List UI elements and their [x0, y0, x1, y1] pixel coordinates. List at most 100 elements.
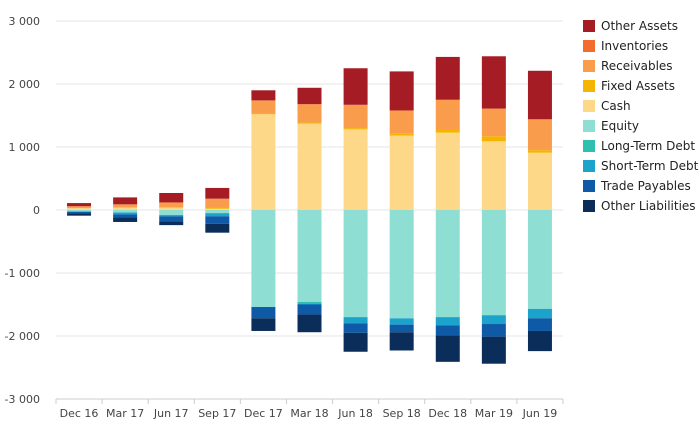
bar-segment-receivables — [205, 198, 230, 208]
legend-swatch — [583, 120, 595, 132]
x-tick-label: Jun 19 — [522, 407, 558, 420]
bar-segment-short-term-debt — [435, 317, 460, 326]
bar-segment-cash — [343, 129, 368, 210]
bar-segment-other-liabilities — [159, 221, 184, 226]
bar-segment-receivables — [481, 108, 506, 137]
bar-segment-trade-payables — [435, 325, 460, 336]
legend-item: Receivables — [583, 56, 698, 76]
legend-item: Cash — [583, 96, 698, 116]
bar-segment-short-term-debt — [527, 308, 552, 319]
bar-segment-trade-payables — [389, 324, 414, 333]
bar-segment-equity — [113, 210, 138, 213]
bar-segment-cash — [159, 207, 184, 210]
bar-segment-trade-payables — [67, 211, 92, 214]
legend-swatch — [583, 40, 595, 52]
bar-segment-long-term-debt — [297, 301, 322, 304]
x-tick-label: Mar 19 — [475, 407, 513, 420]
bar-segment-fixed-assets — [527, 150, 552, 153]
legend-item: Trade Payables — [583, 176, 698, 196]
bar-segment-equity — [159, 210, 184, 216]
bar-segment-cash — [205, 208, 230, 210]
bar-segment-short-term-debt — [113, 212, 138, 215]
bar-segment-equity — [343, 210, 368, 318]
bar-segment-cash — [435, 132, 460, 210]
x-tick-label: Mar 18 — [290, 407, 328, 420]
legend-label: Inventories — [601, 39, 669, 53]
y-tick-label: 2 000 — [9, 78, 41, 91]
x-tick-label: Dec 17 — [244, 407, 283, 420]
bar-segment-trade-payables — [297, 304, 322, 315]
bar-segment-other-assets — [251, 90, 276, 101]
bar-segment-fixed-assets — [481, 136, 506, 142]
bar-segment-short-term-debt — [159, 215, 184, 217]
bar-segment-other-liabilities — [113, 217, 138, 222]
bar-segment-cash — [481, 141, 506, 210]
bar-segment-equity — [251, 210, 276, 308]
legend-label: Trade Payables — [601, 179, 691, 193]
legend-swatch — [583, 180, 595, 192]
bar-segment-other-liabilities — [251, 318, 276, 331]
bar-segment-short-term-debt — [67, 211, 92, 212]
bar-segment-other-assets — [67, 203, 92, 207]
x-tick-label: Sep 18 — [383, 407, 421, 420]
bar-segment-fixed-assets — [251, 112, 276, 115]
bar-segment-cash — [527, 152, 552, 210]
legend-item: Short-Term Debt — [583, 156, 698, 176]
bar-segment-other-assets — [159, 192, 184, 203]
y-tick-label: 0 — [33, 204, 40, 217]
bar-segment-other-liabilities — [435, 335, 460, 362]
bar-segment-cash — [297, 123, 322, 210]
x-tick-label: Jun 18 — [337, 407, 373, 420]
legend-swatch — [583, 20, 595, 32]
legend-swatch — [583, 80, 595, 92]
bar-segment-short-term-debt — [343, 317, 368, 324]
bar-segment-receivables — [113, 204, 138, 208]
legend-label: Cash — [601, 99, 631, 113]
x-tick-label: Dec 18 — [428, 407, 467, 420]
legend-label: Fixed Assets — [601, 79, 675, 93]
legend-label: Long-Term Debt — [601, 139, 696, 153]
bar-segment-other-assets — [481, 56, 506, 109]
bar-segment-other-liabilities — [297, 314, 322, 333]
bar-segment-other-assets — [205, 187, 230, 199]
legend-swatch — [583, 60, 595, 72]
legend-label: Other Assets — [601, 19, 678, 33]
bar-segment-short-term-debt — [481, 315, 506, 325]
legend-label: Equity — [601, 119, 639, 133]
legend-item: Inventories — [583, 36, 698, 56]
bar-segment-fixed-assets — [435, 129, 460, 133]
bar-segment-other-liabilities — [481, 336, 506, 364]
y-tick-label: -3 000 — [5, 393, 40, 406]
bar-segment-short-term-debt — [297, 303, 322, 305]
bar-segment-receivables — [435, 99, 460, 130]
bar-segment-trade-payables — [481, 324, 506, 337]
bar-segment-trade-payables — [159, 216, 184, 222]
bar-segment-cash — [389, 135, 414, 210]
legend: Other Assets Inventories Receivables Fixed … — [583, 16, 698, 216]
legend-swatch — [583, 100, 595, 112]
bar-segment-other-liabilities — [389, 332, 414, 351]
legend-item: Long-Term Debt — [583, 136, 698, 156]
bar-segment-other-liabilities — [343, 332, 368, 352]
bar-segment-fixed-assets — [297, 122, 322, 124]
bar-segment-fixed-assets — [343, 128, 368, 130]
legend-label: Short-Term Debt — [601, 159, 699, 173]
legend-item: Fixed Assets — [583, 76, 698, 96]
bar-segment-short-term-debt — [389, 318, 414, 325]
bar-segment-other-assets — [435, 56, 460, 100]
legend-label: Receivables — [601, 59, 673, 73]
bar-segment-receivables — [159, 202, 184, 208]
bar-segment-receivables — [67, 206, 92, 209]
bar-segment-trade-payables — [343, 323, 368, 333]
bar-segment-receivables — [343, 104, 368, 129]
bar-segment-trade-payables — [527, 318, 552, 331]
bar-segment-cash — [67, 208, 92, 210]
bar-segment-equity — [527, 210, 552, 309]
bar-segment-receivables — [251, 100, 276, 113]
x-tick-label: Jun 17 — [153, 407, 189, 420]
bar-segment-receivables — [297, 104, 322, 123]
bar-segment-fixed-assets — [389, 133, 414, 136]
bar-segment-fixed-assets — [205, 207, 230, 209]
bar-segment-equity — [389, 210, 414, 319]
